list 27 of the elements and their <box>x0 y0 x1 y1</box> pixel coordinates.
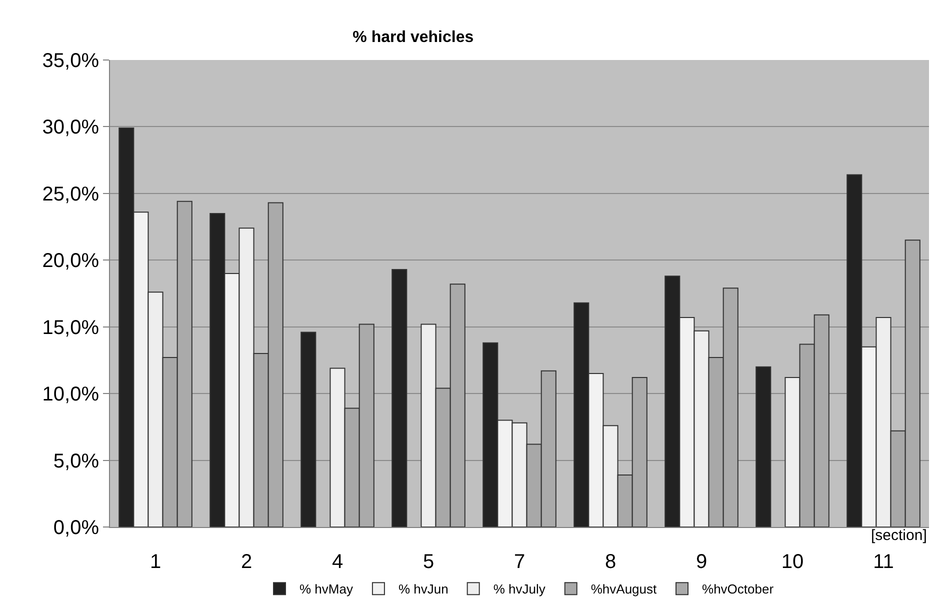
x-tick-label: 9 <box>696 551 708 573</box>
x-tick-label: 7 <box>514 551 526 573</box>
x-tick-label: 1 <box>150 551 162 573</box>
x-tick-label: 10 <box>781 551 804 573</box>
legend-label: % hvJuly <box>493 582 546 597</box>
legend-label: %hvAugust <box>590 582 658 597</box>
legend-label: % hvMay <box>300 582 354 597</box>
x-axis-title: [section] <box>871 527 927 544</box>
chart-title: % hard vehicles <box>352 28 474 46</box>
x-tick-label: 5 <box>422 551 434 573</box>
y-tick-label: 15,0% <box>42 316 100 339</box>
y-tick-label: 35,0% <box>42 50 100 72</box>
legend-label: % hvJun <box>398 582 448 597</box>
x-tick-label: 2 <box>240 551 252 573</box>
bar <box>300 332 316 527</box>
y-tick-label: 30,0% <box>42 116 100 139</box>
y-tick-label: 10,0% <box>42 384 100 406</box>
y-tick-label: 0,0% <box>53 517 100 539</box>
legend-label: %hvOctober <box>702 582 774 597</box>
bar <box>756 366 772 527</box>
y-tick-label: 5,0% <box>53 450 100 472</box>
x-tick-label: 8 <box>604 551 616 573</box>
x-tick-label: 4 <box>332 551 344 573</box>
y-tick-label: 20,0% <box>42 250 100 272</box>
y-tick-label: 25,0% <box>42 183 100 206</box>
bar <box>392 268 408 527</box>
x-tick-label: 11 <box>873 551 894 573</box>
